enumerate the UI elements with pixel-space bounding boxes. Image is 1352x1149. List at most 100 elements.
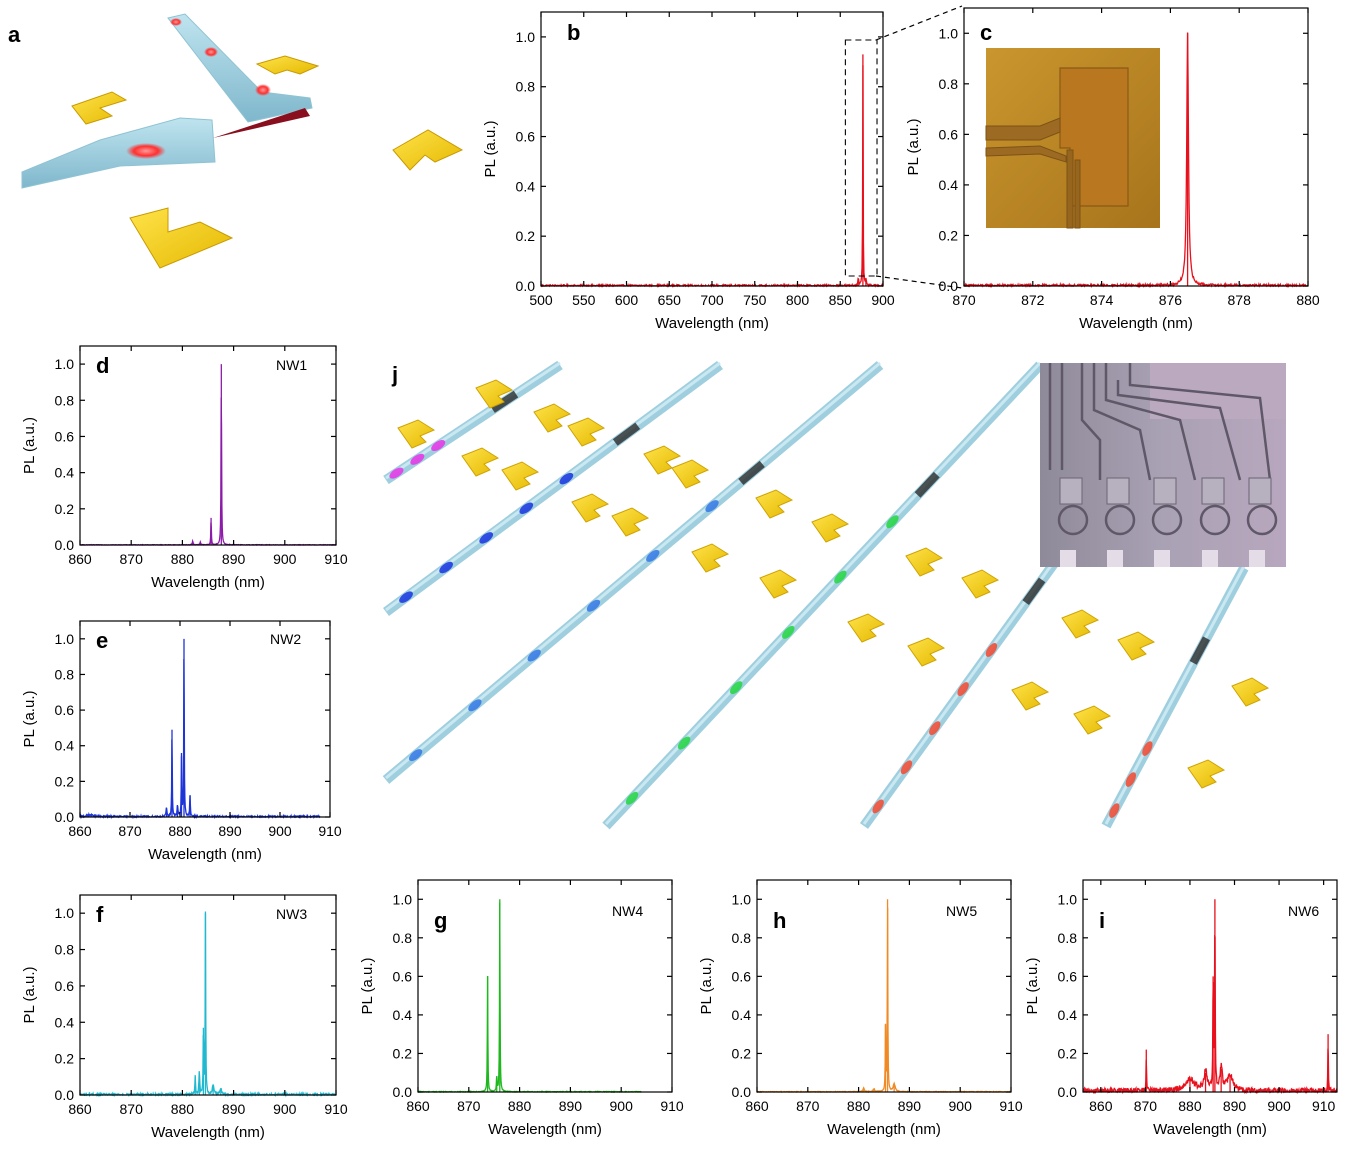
emitter-spot — [586, 599, 601, 612]
detector-segment — [612, 422, 641, 446]
y-axis-label: PL (a.u.) — [482, 121, 499, 178]
chart-g: 860 870 880 890 900 910 0.0 0.2 0.4 0.6 0.8 1.0 Wave… — [359, 879, 684, 1138]
x-tick-label: 860 — [68, 823, 92, 839]
gold-pad — [571, 493, 610, 523]
x-tick-label: 880 — [168, 823, 192, 839]
panel-label-a: a — [8, 22, 21, 47]
x-tick-label: 890 — [222, 1101, 246, 1117]
x-axis-label: Wavelength (nm) — [1079, 315, 1193, 332]
gold-pad — [475, 379, 514, 409]
y-axis-label: PL (a.u.) — [21, 691, 38, 748]
spectrum-line-d — [80, 397, 337, 546]
series-tag-h: NW5 — [946, 903, 977, 919]
emitter-spot — [729, 681, 743, 695]
x-tick-label: 910 — [1312, 1098, 1336, 1114]
y-tick-label: 0.8 — [55, 942, 75, 958]
waveguide — [382, 361, 884, 784]
y-tick-label: 0.4 — [1058, 1007, 1078, 1023]
y-tick-label: 1.0 — [516, 29, 536, 45]
detector-segment — [1189, 636, 1210, 665]
emitter-spot — [410, 453, 425, 465]
y-tick-label: 0.8 — [939, 76, 959, 92]
x-tick-label: 900 — [273, 1101, 297, 1117]
emitter-spot — [431, 439, 446, 452]
emitter-spot — [957, 682, 969, 696]
chart-d: 860 870 880 890 900 910 0.0 0.2 0.4 0.6 0.8 1.0 Wave… — [21, 345, 348, 591]
y-tick-label: 1.0 — [1058, 891, 1078, 907]
x-tick-label: 700 — [700, 292, 724, 308]
gold-pad — [533, 403, 572, 433]
y-tick-label: 0.6 — [55, 428, 75, 444]
x-tick-label: 874 — [1090, 292, 1114, 308]
x-tick-label: 500 — [529, 292, 553, 308]
y-tick-label: 0.6 — [1058, 968, 1078, 984]
emitter-spot — [886, 515, 899, 529]
y-axis-label: PL (a.u.) — [21, 417, 38, 474]
y-axis-label: PL (a.u.) — [905, 119, 922, 176]
spectrum-line-i — [1082, 935, 1338, 1095]
y-tick-label: 0.8 — [55, 666, 75, 682]
panel-label-b: b — [567, 20, 580, 45]
x-tick-label: 600 — [615, 292, 639, 308]
y-tick-label: 0.2 — [393, 1045, 413, 1061]
y-tick-label: 0.2 — [516, 228, 536, 244]
x-axis-label: Wavelength (nm) — [1153, 1121, 1267, 1138]
gold-pad — [1187, 759, 1226, 789]
y-tick-label: 0.0 — [55, 809, 75, 825]
waveguide-lower — [21, 117, 216, 189]
probe-tip — [213, 108, 310, 138]
x-tick-label: 890 — [559, 1098, 583, 1114]
panel-label-d: d — [96, 353, 109, 378]
x-tick-label: 860 — [745, 1098, 769, 1114]
y-tick-label: 0.2 — [732, 1045, 752, 1061]
gold-pad — [811, 513, 850, 543]
series-tag-e: NW2 — [270, 631, 301, 647]
y-tick-label: 0.2 — [939, 227, 959, 243]
y-tick-label: 0.0 — [1058, 1084, 1078, 1100]
waveguide-upper — [167, 13, 313, 123]
x-tick-label: 860 — [68, 1101, 92, 1117]
x-tick-label: 900 — [871, 292, 895, 308]
x-tick-label: 880 — [508, 1098, 532, 1114]
spectrum-line-e — [79, 658, 321, 820]
plot-frame-h — [756, 879, 1012, 1093]
panel-j-array: j — [382, 360, 1286, 830]
x-tick-label: 870 — [120, 551, 144, 567]
y-tick-label: 0.4 — [516, 178, 536, 194]
gold-pad — [847, 613, 886, 643]
waveguide — [383, 360, 723, 617]
x-tick-label: 860 — [68, 551, 92, 567]
y-tick-label: 0.4 — [55, 465, 75, 481]
x-tick-label: 900 — [610, 1098, 634, 1114]
gold-pad — [501, 461, 540, 491]
chart-i: 860 870 880 890 900 910 0.0 0.2 0.4 0.6 0.8 1.0 Wave… — [1024, 879, 1338, 1138]
emitter-spot — [255, 84, 271, 96]
y-tick-label: 1.0 — [55, 356, 75, 372]
panel-label-i: i — [1099, 908, 1105, 933]
plot-frame-e — [79, 620, 331, 818]
x-tick-label: 880 — [171, 1101, 195, 1117]
gold-pad — [643, 445, 682, 475]
y-tick-label: 0.6 — [516, 129, 536, 145]
y-axis-label: PL (a.u.) — [21, 967, 38, 1024]
emitter-spot — [900, 760, 913, 775]
panel-label-g: g — [434, 908, 447, 933]
y-tick-label: 1.0 — [55, 631, 75, 647]
panel-label-f: f — [96, 902, 104, 927]
y-tick-label: 0.6 — [393, 968, 413, 984]
x-tick-label: 880 — [1178, 1098, 1202, 1114]
x-tick-label: 890 — [218, 823, 242, 839]
gold-pad — [1231, 677, 1270, 707]
emitter-spot — [389, 467, 404, 479]
y-tick-label: 1.0 — [55, 905, 75, 921]
gold-pad — [567, 417, 606, 447]
y-tick-label: 0.0 — [55, 537, 75, 553]
gold-pad — [397, 419, 436, 449]
micrograph-inset-j — [1040, 363, 1286, 567]
x-tick-label: 910 — [999, 1098, 1023, 1114]
panel-label-h: h — [773, 908, 786, 933]
y-tick-label: 0.6 — [55, 978, 75, 994]
plot-frame-d — [79, 345, 337, 546]
plot-frame-b — [540, 11, 884, 287]
detector-segment — [738, 460, 765, 485]
